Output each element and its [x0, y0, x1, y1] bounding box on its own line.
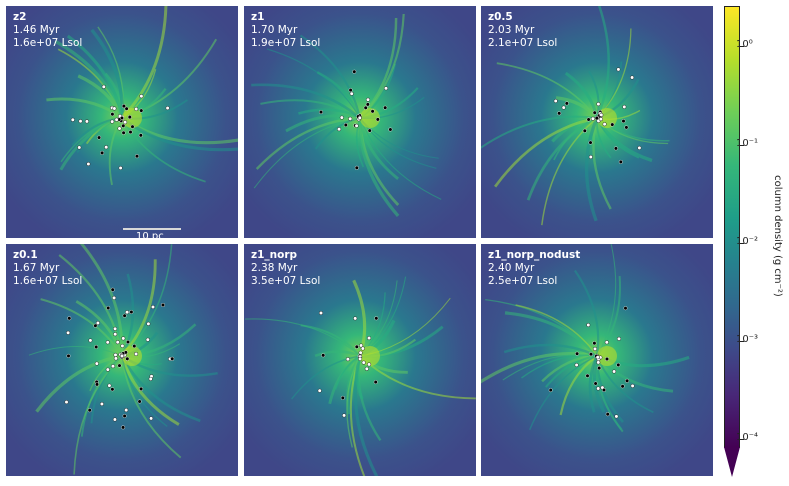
panel-label: z0.5 2.03 Myr 2.1e+07 Lsol	[488, 11, 557, 50]
star-particles	[548, 306, 635, 419]
run-time: 1.46 Myr	[13, 24, 60, 36]
run-time: 2.38 Myr	[251, 262, 298, 274]
panel-label: z1_norp_nodust 2.40 Myr 2.5e+07 Lsol	[488, 249, 580, 288]
colorbar-extend-triangle	[724, 447, 740, 477]
panel-1: z1 1.70 Myr 1.9e+07 Lsol	[244, 6, 476, 238]
run-luminosity: 2.1e+07 Lsol	[488, 37, 558, 49]
colorbar	[724, 6, 740, 448]
colorbar-axis-label: column density (g cm⁻²)	[772, 175, 783, 297]
colorbar-tick	[740, 341, 744, 342]
panel-5: z1_norp_nodust 2.40 Myr 2.5e+07 Lsol	[481, 244, 713, 476]
star-particles	[70, 84, 170, 170]
star-particles	[317, 310, 379, 418]
run-time: 2.03 Myr	[488, 24, 535, 36]
panel-2: z0.5 2.03 Myr 2.1e+07 Lsol	[481, 6, 713, 238]
colorbar-tick	[740, 439, 744, 440]
colorbar-tick-label: 10⁻³	[736, 334, 759, 345]
panel-3: z0.1 1.67 Myr 1.6e+07 Lsol	[6, 244, 238, 476]
run-name: z0.1	[13, 249, 38, 261]
colorbar-tick-label: 10⁻⁴	[736, 432, 759, 443]
density-map	[244, 6, 476, 238]
colorbar-tick	[740, 145, 744, 146]
run-luminosity: 1.6e+07 Lsol	[13, 37, 83, 49]
colorbar-tick-label: 10⁻²	[736, 236, 759, 247]
run-luminosity: 1.6e+07 Lsol	[13, 275, 83, 287]
star-particles	[64, 287, 175, 430]
run-time: 1.70 Myr	[251, 24, 298, 36]
run-luminosity: 2.5e+07 Lsol	[488, 275, 558, 287]
panel-0: z2 1.46 Myr 1.6e+07 Lsol 10 pc	[6, 6, 238, 238]
scale-bar-label: 10 pc	[136, 231, 164, 238]
colorbar-tick	[740, 243, 744, 244]
panel-label: z1 1.70 Myr 1.9e+07 Lsol	[251, 11, 320, 50]
run-name: z1	[251, 11, 265, 23]
run-name: z0.5	[488, 11, 513, 23]
colorbar-tick-label: 10⁻¹	[736, 138, 759, 149]
star-particles	[318, 69, 393, 170]
run-time: 2.40 Myr	[488, 262, 535, 274]
colorbar-tick	[740, 46, 744, 47]
run-name: z1_norp	[251, 249, 298, 261]
run-name: z2	[13, 11, 27, 23]
run-luminosity: 1.9e+07 Lsol	[251, 37, 321, 49]
panel-label: z2 1.46 Myr 1.6e+07 Lsol	[13, 11, 82, 50]
panel-label: z0.1 1.67 Myr 1.6e+07 Lsol	[13, 249, 82, 288]
colorbar-tick-label: 10⁰	[736, 39, 753, 50]
run-time: 1.67 Myr	[13, 262, 60, 274]
panel-4: z1_norp 2.38 Myr 3.5e+07 Lsol	[244, 244, 476, 476]
density-map	[6, 244, 238, 476]
run-luminosity: 3.5e+07 Lsol	[251, 275, 321, 287]
panel-label: z1_norp 2.38 Myr 3.5e+07 Lsol	[251, 249, 320, 288]
run-name: z1_norp_nodust	[488, 249, 581, 261]
star-particles	[553, 67, 642, 164]
scale-bar	[123, 228, 181, 230]
